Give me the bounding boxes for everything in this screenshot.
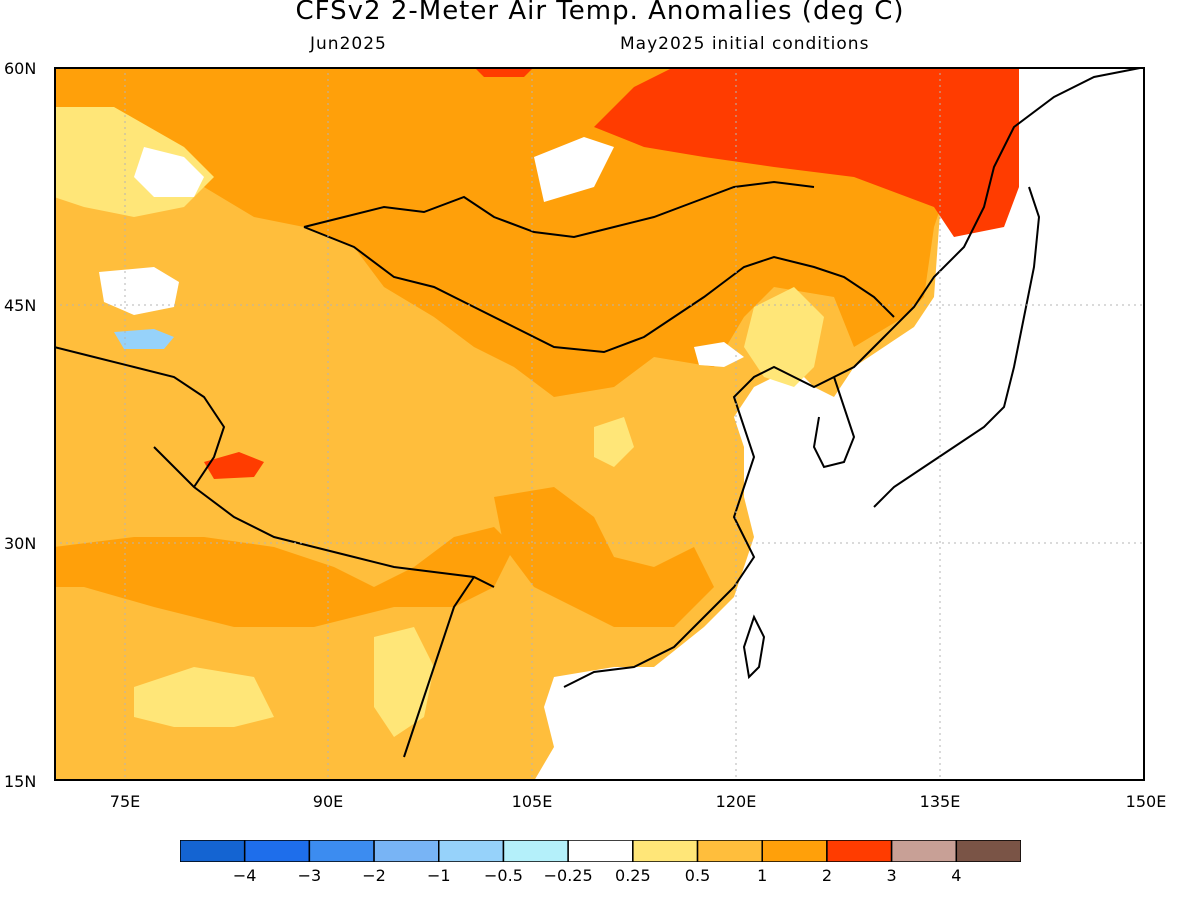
lon-label-105e: 105E — [511, 792, 553, 811]
colorbar-swatch — [180, 840, 246, 862]
colorbar-swatch — [567, 840, 634, 862]
colorbar-label: 4 — [951, 866, 962, 885]
anomaly-cool-balkhash — [114, 329, 174, 349]
lon-label-75e: 75E — [109, 792, 141, 811]
colorbar-label: −4 — [232, 866, 257, 885]
anomaly-near-zero-aral — [99, 267, 179, 315]
lon-label-90e: 90E — [312, 792, 344, 811]
anomaly-warm-tibet — [204, 452, 264, 479]
map-title: CFSv2 2-Meter Air Temp. Anomalies (deg C… — [295, 0, 905, 26]
lon-label-150e: 150E — [1125, 792, 1167, 811]
anomaly-map — [54, 67, 1145, 781]
colorbar-label: −0.25 — [543, 866, 593, 885]
anomaly-low-northeast — [744, 287, 824, 387]
coastline-japan — [873, 186, 1041, 508]
anomaly-warm-north-edge — [474, 67, 534, 77]
graticule — [54, 67, 1145, 781]
map-frame — [54, 67, 1145, 781]
lat-label-60n: 60N — [4, 59, 37, 78]
forecast-month: Jun2025 — [310, 34, 387, 54]
colorbar-swatch — [438, 840, 505, 862]
colorbar-swatch — [373, 840, 440, 862]
border-himalaya — [153, 446, 495, 588]
colorbar-swatch — [761, 840, 828, 862]
anomaly-low-tibet — [594, 417, 634, 467]
colorbar-label: 1 — [757, 866, 768, 885]
colorbar-label: 0.25 — [615, 866, 651, 885]
colorbar-label: −3 — [297, 866, 322, 885]
border-india-myanmar — [403, 576, 475, 758]
lat-label-30n: 30N — [4, 534, 37, 553]
colorbar-label: −0.5 — [484, 866, 523, 885]
colorbar — [180, 840, 1021, 862]
anomaly-1-2-south-asia — [54, 527, 514, 627]
colorbar-swatch — [696, 840, 763, 862]
coastline-korea — [812, 376, 856, 469]
border-central-asia — [54, 346, 226, 488]
lat-label-45n: 45N — [4, 296, 37, 315]
colorbar-swatch — [826, 840, 893, 862]
colorbar-label: 2 — [821, 866, 833, 885]
colorbar-label: −2 — [362, 866, 386, 885]
anomaly-near-zero-baikal — [534, 137, 614, 202]
anomaly-near-zero-northeast — [694, 342, 744, 367]
colorbar-swatch — [243, 840, 311, 862]
coastline-taiwan — [742, 614, 766, 680]
anomaly-1-2-sichuan — [494, 487, 714, 627]
colorbar-swatch — [890, 840, 958, 862]
colorbar-label: −1 — [426, 866, 451, 885]
anomaly-warm-siberia — [594, 67, 1019, 237]
colorbar-swatch — [502, 840, 569, 862]
lon-label-120e: 120E — [715, 792, 757, 811]
anomaly-low-india — [134, 667, 274, 727]
colorbar-label: 3 — [886, 866, 897, 885]
initial-conditions: May2025 initial conditions — [620, 34, 870, 54]
colorbar-swatch — [955, 840, 1021, 862]
lon-label-135e: 135E — [919, 792, 961, 811]
colorbar-label: 0.5 — [684, 866, 711, 885]
coastline-east-asia — [563, 67, 1145, 688]
border-russia-mongolia — [303, 180, 815, 239]
anomaly-near-zero-kazakh — [134, 147, 204, 197]
border-china-mongolia — [303, 226, 895, 354]
colorbar-swatch — [308, 840, 375, 862]
colorbar-swatch — [632, 840, 699, 862]
lat-label-15n: 15N — [4, 772, 37, 791]
